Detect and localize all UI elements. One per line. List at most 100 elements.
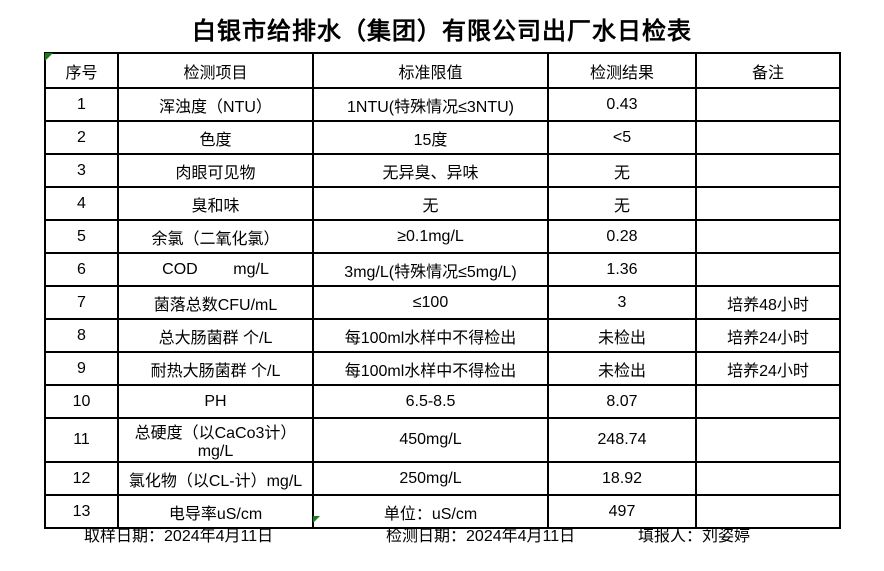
row-number-cell: 3	[44, 153, 119, 188]
row-number-cell: 13	[44, 494, 119, 529]
limit-cell: ≥0.1mg/L	[312, 219, 549, 254]
remark-cell	[695, 186, 841, 221]
result-cell: 未检出	[547, 318, 697, 353]
limit-cell: 单位：uS/cm	[312, 494, 549, 529]
remark-cell	[695, 120, 841, 155]
item-cell: 肉眼可见物	[117, 153, 314, 188]
header-cell-remark: 备注	[695, 52, 841, 89]
item-cell: 余氯（二氧化氯）	[117, 219, 314, 254]
table-row: 11 总硬度（以CaCo3计）mg/L 450mg/L 248.74	[44, 417, 841, 463]
row-number-cell: 6	[44, 252, 119, 287]
limit-cell: ≤100	[312, 285, 549, 320]
table-row: 2 色度 15度 <5	[44, 120, 841, 155]
row-number-cell: 9	[44, 351, 119, 386]
row-number-cell: 5	[44, 219, 119, 254]
result-cell: 8.07	[547, 384, 697, 419]
remark-cell: 培养24小时	[695, 351, 841, 386]
item-cell: 色度	[117, 120, 314, 155]
table-row: 4 臭和味无无	[44, 186, 841, 221]
item-cell: 臭和味	[117, 186, 314, 221]
testing-date-value: 2024年4月11日	[466, 528, 576, 545]
testing-date: 检测日期：2024年4月11日	[386, 522, 575, 546]
result-cell: 1.36	[547, 252, 697, 287]
row-number-cell: 2	[44, 120, 119, 155]
table-row: 12 氯化物（以CL-计）mg/L 250mg/L 18.92	[44, 461, 841, 496]
limit-cell: 每100ml水样中不得检出	[312, 318, 549, 353]
row-number-cell: 4	[44, 186, 119, 221]
result-cell: 未检出	[547, 351, 697, 386]
remark-cell: 培养24小时	[695, 318, 841, 353]
footer: 取样日期：2024年4月11日 检测日期：2024年4月11日 填报人：刘姿婷	[0, 522, 884, 546]
green-triangle-icon	[45, 53, 53, 61]
page-title: 白银市给排水（集团）有限公司出厂水日检表	[192, 18, 692, 45]
item-cell: 总硬度（以CaCo3计）mg/L	[117, 417, 314, 463]
limit-cell: 250mg/L	[312, 461, 549, 496]
header-cell-limit: 标准限值	[312, 52, 549, 89]
remark-cell	[695, 87, 841, 122]
table-row: 1 浑浊度（NTU） 1NTU(特殊情况≤3NTU) 0.43	[44, 87, 841, 122]
table-body: 1 浑浊度（NTU） 1NTU(特殊情况≤3NTU) 0.43 2 色度 15度 <5 3 肉眼可…	[44, 87, 841, 529]
row-number-cell: 12	[44, 461, 119, 496]
row-number-cell: 1	[44, 87, 119, 122]
item-cell: PH	[117, 384, 314, 419]
limit-cell: 无异臭、异味	[312, 153, 549, 188]
sampling-date-label: 取样日期：	[84, 528, 165, 545]
limit-cell: 每100ml水样中不得检出	[312, 351, 549, 386]
remark-cell	[695, 461, 841, 496]
item-cell: 氯化物（以CL-计）mg/L	[117, 461, 314, 496]
result-cell: 3	[547, 285, 697, 320]
limit-cell: 15度	[312, 120, 549, 155]
result-cell: 248.74	[547, 417, 697, 463]
result-cell: <5	[547, 120, 697, 155]
header-cell-result: 检测结果	[547, 52, 697, 89]
item-cell: 耐热大肠菌群 个/L	[117, 351, 314, 386]
table-row: 8 总大肠菌群 个/L 每100ml水样中不得检出 未检出 培养24小时	[44, 318, 841, 353]
remark-cell	[695, 153, 841, 188]
table-row: 10 PH 6.5-8.5 8.07	[44, 384, 841, 419]
table-row: 6 COD mg/L 3mg/L(特殊情况≤5mg/L) 1.36	[44, 252, 841, 287]
remark-cell	[695, 494, 841, 529]
result-cell: 无	[547, 153, 697, 188]
header-cell-item: 检测项目	[117, 52, 314, 89]
sampling-date-value: 2024年4月11日	[164, 528, 274, 545]
item-cell: 总大肠菌群 个/L	[117, 318, 314, 353]
item-cell: 电导率uS/cm	[117, 494, 314, 529]
row-number-cell: 11	[44, 417, 119, 463]
reporter: 填报人：刘姿婷	[638, 522, 750, 546]
limit-cell: 450mg/L	[312, 417, 549, 463]
reporter-value: 刘姿婷	[702, 528, 751, 545]
result-cell: 无	[547, 186, 697, 221]
water-quality-table: 序号 检测项目 标准限值 检测结果 备注 1 浑浊度（NTU） 1NTU(特殊情况≤3NTU…	[44, 52, 841, 529]
table-row: 13 电导率uS/cm 单位：uS/cm 497	[44, 494, 841, 529]
table-header-row: 序号 检测项目 标准限值 检测结果 备注	[44, 52, 841, 89]
remark-cell	[695, 219, 841, 254]
reporter-label: 填报人：	[638, 528, 703, 545]
limit-cell: 1NTU(特殊情况≤3NTU)	[312, 87, 549, 122]
testing-date-label: 检测日期：	[386, 528, 467, 545]
header-cell-no: 序号	[44, 52, 119, 89]
result-cell: 0.43	[547, 87, 697, 122]
green-triangle-icon	[313, 516, 320, 523]
row-number-cell: 10	[44, 384, 119, 419]
result-cell: 0.28	[547, 219, 697, 254]
item-cell: 菌落总数CFU/mL	[117, 285, 314, 320]
limit-cell: 6.5-8.5	[312, 384, 549, 419]
remark-cell	[695, 417, 841, 463]
remark-cell	[695, 384, 841, 419]
result-cell: 18.92	[547, 461, 697, 496]
item-cell: COD mg/L	[117, 252, 314, 287]
row-number-cell: 8	[44, 318, 119, 353]
remark-cell	[695, 252, 841, 287]
table-row: 9 耐热大肠菌群 个/L 每100ml水样中不得检出 未检出 培养24小时	[44, 351, 841, 386]
table-row: 7 菌落总数CFU/mL ≤100 3 培养48小时	[44, 285, 841, 320]
limit-cell: 无	[312, 186, 549, 221]
sampling-date: 取样日期：2024年4月11日	[84, 522, 273, 546]
item-cell: 浑浊度（NTU）	[117, 87, 314, 122]
remark-cell: 培养48小时	[695, 285, 841, 320]
table-row: 3 肉眼可见物 无异臭、异味无	[44, 153, 841, 188]
table-row: 5 余氯（二氧化氯） ≥0.1mg/L 0.28	[44, 219, 841, 254]
result-cell: 497	[547, 494, 697, 529]
row-number-cell: 7	[44, 285, 119, 320]
limit-cell: 3mg/L(特殊情况≤5mg/L)	[312, 252, 549, 287]
